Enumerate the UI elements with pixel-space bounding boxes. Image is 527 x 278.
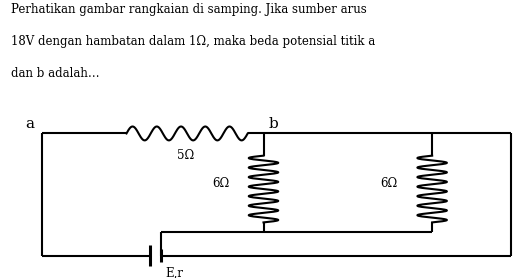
Text: a: a — [25, 117, 34, 131]
Text: 18V dengan hambatan dalam 1Ω, maka beda potensial titik a: 18V dengan hambatan dalam 1Ω, maka beda … — [11, 35, 375, 48]
Text: Perhatikan gambar rangkaian di samping. Jika sumber arus: Perhatikan gambar rangkaian di samping. … — [11, 3, 366, 16]
Text: 5Ω: 5Ω — [177, 149, 194, 162]
Text: b: b — [269, 117, 279, 131]
Text: dan b adalah…: dan b adalah… — [11, 67, 99, 80]
Text: E,r: E,r — [165, 267, 183, 278]
Text: 6Ω: 6Ω — [380, 177, 398, 190]
Text: 6Ω: 6Ω — [212, 177, 229, 190]
